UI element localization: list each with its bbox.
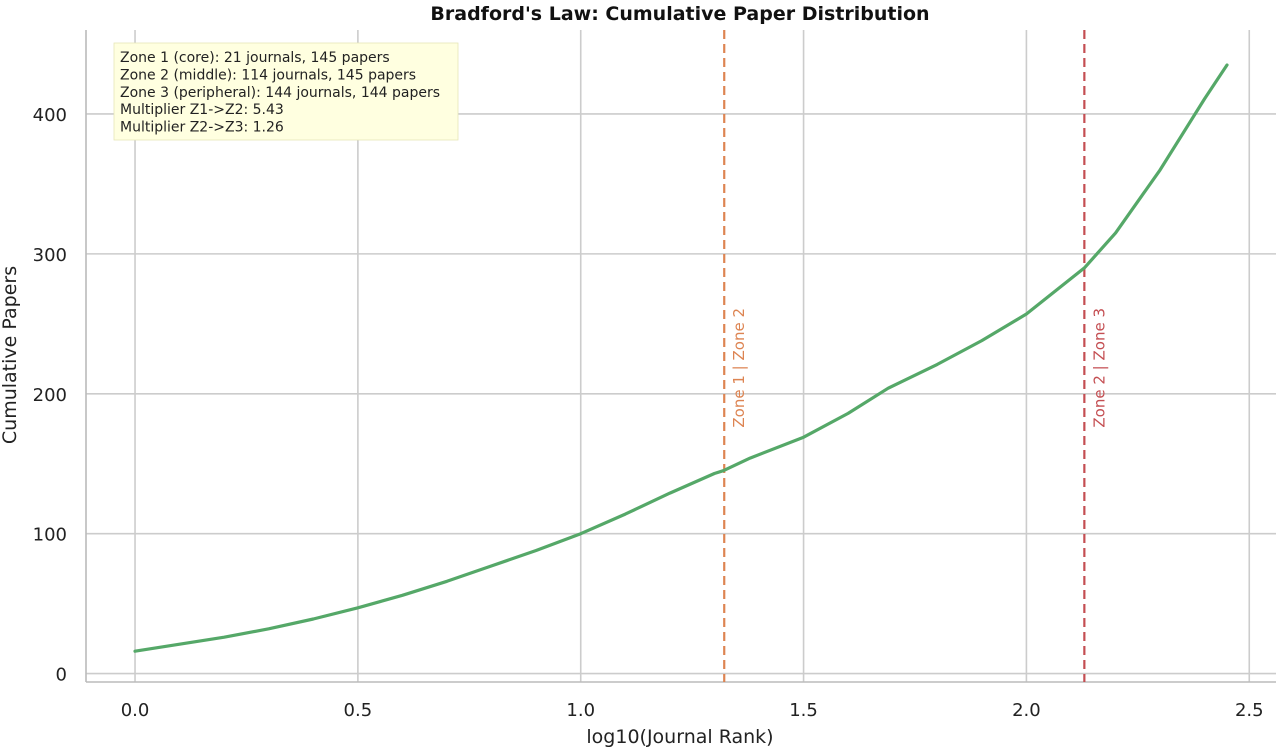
x-axis-label: log10(Journal Rank): [586, 726, 773, 748]
annotation-line: Multiplier Z2->Z3: 1.26: [120, 120, 284, 136]
zone-boundary-label: Zone 1 | Zone 2: [730, 308, 748, 428]
zone-summary-annotation: Zone 1 (core): 21 journals, 145 papersZo…: [113, 42, 459, 141]
annotation-line: Multiplier Z1->Z2: 5.43: [120, 102, 284, 118]
cumulative-papers-line: [133, 63, 1229, 653]
y-tick-label: 400: [33, 105, 67, 126]
y-axis-label: Cumulative Papers: [0, 266, 21, 444]
x-tick-label: 0.0: [121, 700, 150, 721]
x-tick-label: 0.5: [344, 700, 373, 721]
y-tick-label: 200: [33, 385, 67, 406]
x-tick-label: 2.0: [1012, 700, 1041, 721]
x-tick-label: 2.5: [1235, 700, 1264, 721]
axes-spines: [85, 30, 1276, 683]
annotation-box: [113, 42, 459, 141]
chart-title: Bradford's Law: Cumulative Paper Distrib…: [430, 3, 929, 25]
x-tick-label: 1.0: [566, 700, 595, 721]
annotation-line: Zone 1 (core): 21 journals, 145 papers: [120, 50, 390, 66]
series-layer: [133, 63, 1229, 653]
zone-boundaries: Zone 1 | Zone 2 Zone 2 | Zone 3: [723, 30, 1108, 682]
x-tick-label: 1.5: [789, 700, 818, 721]
y-tick-label: 300: [33, 245, 67, 266]
annotation-line: Zone 2 (middle): 114 journals, 145 paper…: [120, 67, 416, 83]
annotation-line: Zone 3 (peripheral): 144 journals, 144 p…: [120, 85, 440, 101]
tick-labels: 0.0 0.5 1.0 1.5 2.0 2.5 0 100 200 300 400: [33, 105, 1264, 721]
zone-boundary-label: Zone 2 | Zone 3: [1090, 308, 1108, 428]
y-tick-label: 0: [56, 665, 67, 686]
y-tick-label: 100: [33, 525, 67, 546]
